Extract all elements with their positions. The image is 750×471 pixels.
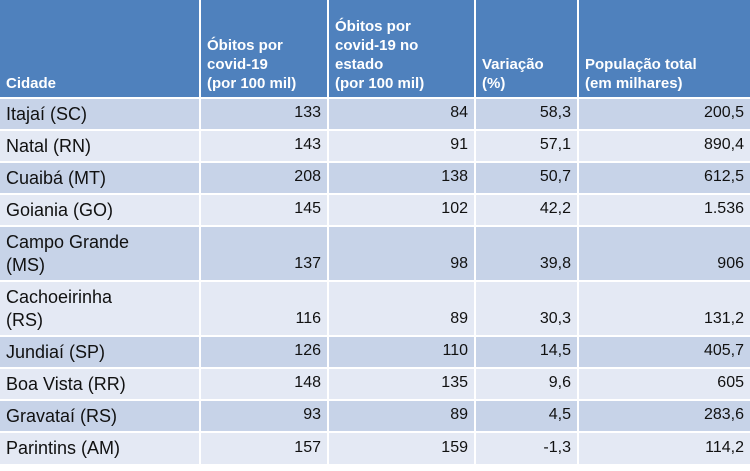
populacao-cell: 200,5 bbox=[578, 97, 750, 130]
city-name: Parintins (AM) bbox=[6, 438, 121, 458]
table-row: Boa Vista (RR) 148 135 9,6 605 bbox=[0, 367, 750, 400]
populacao-cell: 283,6 bbox=[578, 399, 750, 432]
city-name: Boa Vista (RR) bbox=[6, 373, 126, 394]
populacao-cell: 890,4 bbox=[578, 129, 750, 162]
header-line: (por 100 mil) bbox=[207, 75, 297, 92]
obitos-cell: 93 bbox=[200, 399, 329, 432]
obitos-estado-cell: 159 bbox=[328, 431, 476, 464]
header-obitos-estado: Óbitos por covid-19 no estado (por 100 m… bbox=[328, 0, 476, 98]
header-line: Óbitos por bbox=[335, 18, 411, 35]
header-line: (%) bbox=[482, 75, 506, 92]
city-name: Campo Grande bbox=[6, 231, 130, 252]
table-row: Itajaí (SC) 133 84 58,3 200,5 bbox=[0, 97, 750, 130]
city-name: Itajaí (SC) bbox=[6, 103, 88, 124]
city-cell: Gravataí (RS) bbox=[0, 399, 201, 432]
city-cell: Cachoeirinha (RS) bbox=[0, 280, 201, 336]
table-row: Cuaibá (MT) 208 138 50,7 612,5 bbox=[0, 161, 750, 194]
variacao-cell: 50,7 bbox=[475, 161, 579, 194]
city-cell: Itajaí (SC) bbox=[0, 97, 201, 130]
obitos-estado-cell: 98 bbox=[328, 225, 476, 281]
header-line: Cidade bbox=[6, 75, 57, 92]
obitos-estado-cell: 84 bbox=[328, 97, 476, 130]
populacao-cell: 1.536 bbox=[578, 193, 750, 226]
city-cell: Jundiaí (SP) bbox=[0, 335, 201, 368]
populacao-cell: 612,5 bbox=[578, 161, 750, 194]
header-cidade: Cidade bbox=[0, 0, 201, 98]
variacao-cell: 57,1 bbox=[475, 129, 579, 162]
variacao-cell: 42,2 bbox=[475, 193, 579, 226]
header-line: Óbitos por bbox=[207, 37, 283, 54]
populacao-cell: 405,7 bbox=[578, 335, 750, 368]
table-row: Jundiaí (SP) 126 110 14,5 405,7 bbox=[0, 335, 750, 368]
obitos-estado-cell: 91 bbox=[328, 129, 476, 162]
variacao-cell: 39,8 bbox=[475, 225, 579, 281]
table-row: Gravataí (RS) 93 89 4,5 283,6 bbox=[0, 399, 750, 432]
header-line: (em milhares) bbox=[585, 75, 683, 92]
city-cell: Campo Grande (MS) bbox=[0, 225, 201, 281]
obitos-cell: 148 bbox=[200, 367, 329, 400]
obitos-cell: 157 bbox=[200, 431, 329, 464]
table-row: Parintins (AM) 157 159 -1,3 114,2 bbox=[0, 431, 750, 464]
header-line: covid-19 no bbox=[335, 37, 419, 54]
variacao-cell: 30,3 bbox=[475, 280, 579, 336]
obitos-estado-cell: 102 bbox=[328, 193, 476, 226]
obitos-cell: 116 bbox=[200, 280, 329, 336]
obitos-estado-cell: 89 bbox=[328, 399, 476, 432]
city-cell: Parintins (AM) bbox=[0, 431, 201, 464]
table-row: Goiania (GO) 145 102 42,2 1.536 bbox=[0, 193, 750, 226]
city-cell: Natal (RN) bbox=[0, 129, 201, 162]
city-cell: Goiania (GO) bbox=[0, 193, 201, 226]
obitos-estado-cell: 110 bbox=[328, 335, 476, 368]
table-row: Natal (RN) 143 91 57,1 890,4 bbox=[0, 129, 750, 162]
populacao-cell: 605 bbox=[578, 367, 750, 400]
header-populacao: População total (em milhares) bbox=[578, 0, 750, 98]
header-line: covid-19 bbox=[207, 56, 268, 73]
city-name: Cachoeirinha bbox=[6, 286, 113, 307]
header-line: (por 100 mil) bbox=[335, 75, 425, 92]
table-row: Cachoeirinha (RS) 116 89 30,3 131,2 bbox=[0, 280, 750, 336]
city-name: Natal (RN) bbox=[6, 135, 92, 156]
variacao-cell: 58,3 bbox=[475, 97, 579, 130]
obitos-estado-cell: 89 bbox=[328, 280, 476, 336]
header-obitos: Óbitos por covid-19 (por 100 mil) bbox=[200, 0, 329, 98]
obitos-cell: 133 bbox=[200, 97, 329, 130]
city-name: (RS) bbox=[6, 309, 43, 330]
variacao-cell: 4,5 bbox=[475, 399, 579, 432]
header-line: estado bbox=[335, 56, 384, 73]
header-line: Variação bbox=[482, 56, 544, 73]
header-line: População total bbox=[585, 56, 697, 73]
obitos-cell: 143 bbox=[200, 129, 329, 162]
table-row: Campo Grande (MS) 137 98 39,8 906 bbox=[0, 225, 750, 281]
obitos-estado-cell: 138 bbox=[328, 161, 476, 194]
header-row: Cidade Óbitos por covid-19 (por 100 mil)… bbox=[0, 0, 750, 98]
variacao-cell: 9,6 bbox=[475, 367, 579, 400]
obitos-cell: 145 bbox=[200, 193, 329, 226]
obitos-estado-cell: 135 bbox=[328, 367, 476, 400]
city-name: (MS) bbox=[6, 254, 45, 275]
city-cell: Boa Vista (RR) bbox=[0, 367, 201, 400]
city-name: Jundiaí (SP) bbox=[6, 341, 106, 362]
obitos-cell: 126 bbox=[200, 335, 329, 368]
header-variacao: Variação (%) bbox=[475, 0, 579, 98]
populacao-cell: 906 bbox=[578, 225, 750, 281]
populacao-cell: 131,2 bbox=[578, 280, 750, 336]
variacao-cell: -1,3 bbox=[475, 431, 579, 464]
city-name: Goiania (GO) bbox=[6, 199, 114, 220]
obitos-cell: 137 bbox=[200, 225, 329, 281]
obitos-cell: 208 bbox=[200, 161, 329, 194]
variacao-cell: 14,5 bbox=[475, 335, 579, 368]
populacao-cell: 114,2 bbox=[578, 431, 750, 464]
city-name: Cuaibá (MT) bbox=[6, 167, 107, 188]
city-cell: Cuaibá (MT) bbox=[0, 161, 201, 194]
city-name: Gravataí (RS) bbox=[6, 405, 118, 426]
